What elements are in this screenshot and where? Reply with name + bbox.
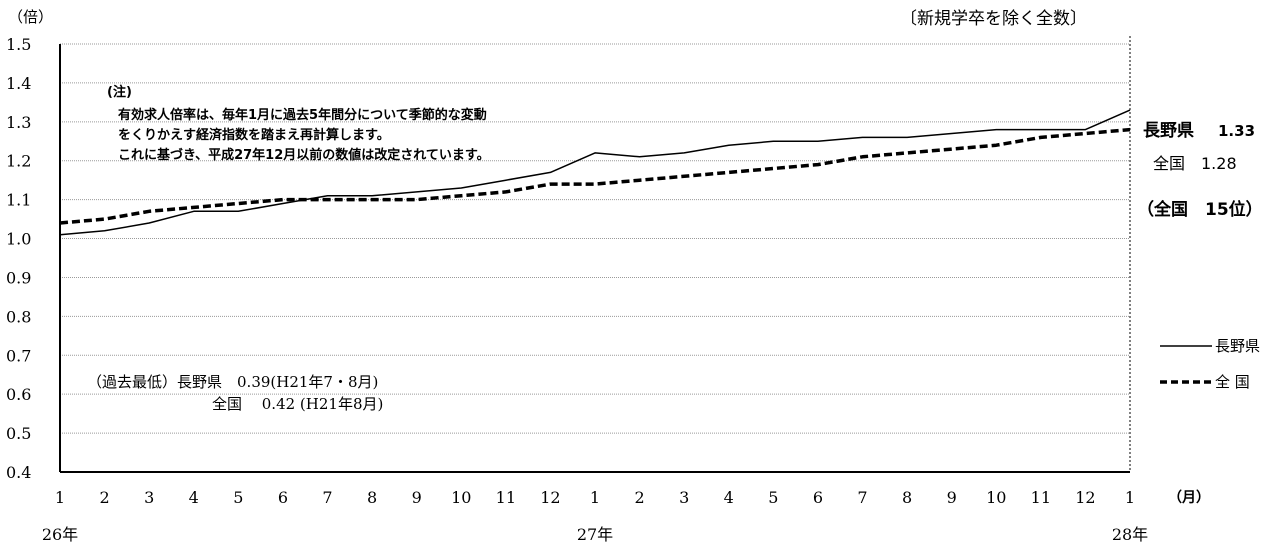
y-axis-unit: （倍） (8, 8, 53, 26)
x-tick-label: 5 (768, 488, 778, 507)
x-tick-label: 1 (1125, 488, 1135, 507)
x-tick-label: 12 (540, 488, 560, 507)
y-tick-label: 0.9 (6, 268, 31, 287)
latest-nagano-label: 長野県 (1143, 121, 1194, 141)
y-tick-label: 0.8 (6, 307, 31, 326)
legend-label-national: 全 国 (1215, 373, 1250, 391)
y-tick-label: 0.7 (6, 346, 31, 365)
x-tick-label: 10 (986, 488, 1006, 507)
grid-lines (60, 43, 1130, 434)
x-tick-label: 9 (947, 488, 957, 507)
year-label: 26年 (42, 525, 78, 544)
y-tick-labels: 1.5 1.4 1.3 1.2 1.1 1.0 0.9 0.8 0.7 0.6 0.5 0.4 (6, 35, 31, 482)
series-line-national (59, 127, 1131, 225)
x-tick-label: 7 (322, 488, 332, 507)
y-tick-label: 1.0 (6, 230, 31, 249)
x-tick-labels: 1 2 3 4 5 6 7 8 9 10 11 12 1 2 3 4 5 6 7 8 9 10 11 12 1 (55, 488, 1135, 507)
y-tick-label: 0.4 (6, 463, 31, 482)
latest-national: 全国 1.28 (1153, 154, 1237, 173)
x-tick-label: 11 (496, 488, 516, 507)
x-tick-label: 1 (55, 488, 65, 507)
year-label: 27年 (577, 525, 613, 544)
x-tick-label: 7 (857, 488, 867, 507)
record-low-nagano: （過去最低）長野県 0.39(H21年7・8月) (87, 373, 378, 391)
x-tick-label: 6 (813, 488, 823, 507)
x-tick-label: 2 (99, 488, 109, 507)
note-title: (注) (107, 84, 132, 100)
x-tick-label: 9 (412, 488, 422, 507)
note-line-1: 有効求人倍率は、毎年1月に過去5年間分について季節的な変動 (118, 107, 487, 123)
y-tick-label: 1.5 (6, 35, 31, 54)
series-lines (59, 109, 1131, 236)
x-tick-label: 3 (679, 488, 689, 507)
x-tick-label: 8 (367, 488, 377, 507)
x-tick-label: 4 (189, 488, 199, 507)
scope-note: 〔新規学卒を除く全数〕 (900, 9, 1087, 29)
x-tick-label: 5 (233, 488, 243, 507)
latest-nagano-value: 1.33 (1218, 122, 1255, 140)
x-tick-label: 6 (278, 488, 288, 507)
national-rank: （全国 15位） (1137, 199, 1263, 220)
axes (59, 36, 1131, 473)
note-line-2: をくりかえす経済指数を踏まえ再計算します。 (118, 127, 390, 143)
x-tick-label: 8 (902, 488, 912, 507)
x-tick-label: 1 (590, 488, 600, 507)
note-line-3: これに基づき、平成27年12月以前の数値は改定されています。 (118, 147, 490, 163)
series-line-nagano (59, 109, 1131, 236)
x-tick-label: 2 (634, 488, 644, 507)
record-low-national: 全国 0.42 (H21年8月) (212, 395, 383, 413)
x-tick-label: 4 (724, 488, 734, 507)
y-tick-label: 1.2 (6, 152, 31, 171)
y-tick-label: 1.1 (6, 191, 31, 210)
x-tick-label: 11 (1031, 488, 1051, 507)
y-tick-label: 1.3 (6, 113, 31, 132)
legend-label-nagano: 長野県 (1215, 337, 1260, 355)
x-tick-label: 12 (1075, 488, 1095, 507)
year-labels: 26年 27年 28年 (42, 525, 1148, 544)
x-tick-label: 3 (144, 488, 154, 507)
y-tick-label: 0.5 (6, 424, 31, 443)
year-label: 28年 (1112, 525, 1148, 544)
x-axis-unit: （月） (1168, 490, 1210, 506)
legend: 長野県 全 国 (1160, 337, 1260, 391)
y-tick-label: 0.6 (6, 385, 31, 404)
y-tick-label: 1.4 (6, 74, 31, 93)
x-tick-label: 10 (451, 488, 471, 507)
